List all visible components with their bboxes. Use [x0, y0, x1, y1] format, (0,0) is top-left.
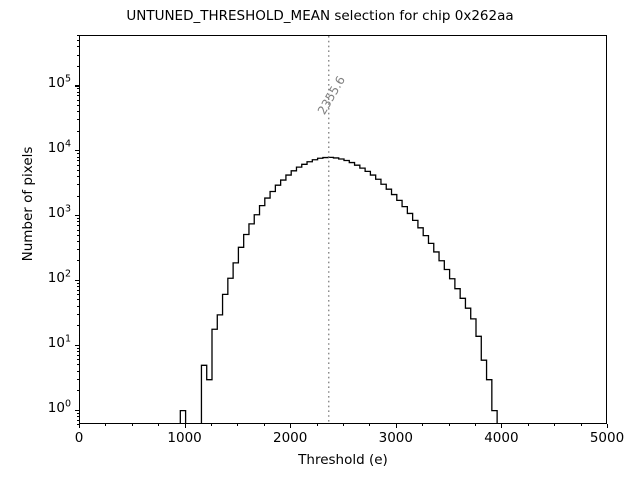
x-tick-minor	[158, 424, 160, 427]
y-tick-major	[75, 150, 79, 152]
y-tick-minor	[76, 164, 79, 166]
y-tick-label: 105	[47, 73, 71, 92]
y-tick-major	[75, 215, 79, 217]
x-tick-minor	[211, 424, 212, 427]
y-tick-major	[75, 85, 79, 87]
y-tick-minor	[76, 160, 79, 162]
y-tick-minor	[76, 130, 79, 132]
y-tick-minor	[76, 424, 79, 425]
y-tick-minor	[76, 35, 79, 36]
y-tick-minor	[76, 169, 79, 171]
y-tick-minor	[76, 54, 79, 56]
x-tick-minor	[554, 424, 556, 427]
x-tick-major	[290, 424, 292, 428]
histogram-data	[179, 36, 498, 423]
y-tick-minor	[76, 294, 79, 296]
y-tick-minor	[76, 195, 79, 197]
y-tick-major	[75, 344, 79, 346]
x-tick-label: 5000	[589, 430, 625, 446]
x-tick-major	[79, 424, 81, 428]
y-tick-minor	[76, 40, 79, 42]
x-tick-minor	[316, 424, 318, 427]
x-tick-minor	[475, 424, 476, 427]
x-tick-minor	[131, 424, 133, 427]
x-tick-label: 2000	[273, 430, 308, 446]
x-tick-major	[501, 424, 503, 428]
y-tick-minor	[76, 91, 79, 93]
y-tick-minor	[76, 65, 79, 67]
x-tick-label: 0	[74, 430, 84, 446]
y-tick-minor	[76, 299, 79, 301]
y-tick-minor	[76, 282, 79, 284]
y-tick-minor	[76, 225, 79, 227]
y-tick-minor	[76, 156, 79, 158]
y-tick-minor	[76, 419, 79, 421]
x-tick-major	[184, 424, 186, 428]
x-tick-minor	[580, 424, 582, 427]
x-tick-minor	[237, 424, 239, 427]
y-tick-minor	[76, 347, 79, 349]
y-tick-minor	[76, 221, 79, 223]
y-tick-minor	[76, 119, 79, 121]
plot-area	[79, 35, 607, 424]
y-tick-label: 104	[47, 138, 71, 157]
x-tick-label: 4000	[484, 430, 519, 446]
y-tick-label: 101	[47, 333, 71, 351]
y-tick-minor	[76, 286, 79, 288]
y-tick-minor	[76, 260, 79, 262]
y-tick-minor	[76, 218, 79, 220]
x-tick-major	[607, 424, 609, 428]
x-tick-minor	[369, 424, 371, 427]
y-tick-minor	[76, 153, 79, 155]
y-tick-minor	[76, 111, 79, 113]
y-tick-minor	[76, 184, 79, 186]
y-tick-major	[75, 279, 79, 282]
y-tick-label: 103	[47, 203, 71, 222]
y-tick-minor	[76, 325, 79, 327]
y-tick-minor	[76, 359, 79, 361]
x-tick-minor	[343, 424, 344, 427]
x-tick-minor	[105, 424, 107, 427]
y-axis-label: Number of pixels	[20, 146, 36, 262]
x-axis-label: Threshold (e)	[298, 452, 388, 468]
histogram-step-line	[179, 156, 498, 423]
y-tick-minor	[76, 176, 79, 178]
y-tick-minor	[76, 234, 79, 236]
x-tick-minor	[263, 424, 265, 427]
y-tick-minor	[76, 412, 79, 414]
y-tick-minor	[76, 229, 79, 231]
y-tick-minor	[76, 364, 79, 366]
x-tick-minor	[527, 424, 529, 427]
y-tick-minor	[76, 240, 79, 242]
y-tick-minor	[76, 95, 79, 97]
x-tick-minor	[448, 424, 450, 427]
y-tick-label: 102	[47, 268, 71, 286]
y-tick-minor	[76, 370, 79, 372]
x-tick-label: 3000	[378, 430, 413, 446]
x-tick-minor	[422, 424, 424, 427]
y-tick-minor	[76, 249, 79, 251]
x-tick-major	[395, 424, 397, 428]
y-tick-minor	[76, 46, 79, 48]
chart-title: UNTUNED_THRESHOLD_MEAN selection for chi…	[126, 8, 514, 24]
y-tick-label: 100	[47, 398, 71, 416]
y-tick-minor	[76, 378, 79, 380]
y-tick-minor	[76, 289, 79, 291]
y-tick-major	[75, 409, 79, 411]
y-tick-minor	[76, 390, 79, 392]
y-tick-minor	[76, 415, 79, 417]
y-tick-minor	[76, 99, 79, 101]
y-tick-minor	[76, 354, 79, 356]
y-tick-minor	[76, 351, 79, 353]
y-tick-minor	[76, 313, 79, 315]
y-tick-minor	[76, 104, 79, 106]
x-tick-label: 1000	[167, 430, 202, 446]
y-tick-minor	[76, 88, 79, 90]
y-tick-minor	[76, 305, 79, 307]
